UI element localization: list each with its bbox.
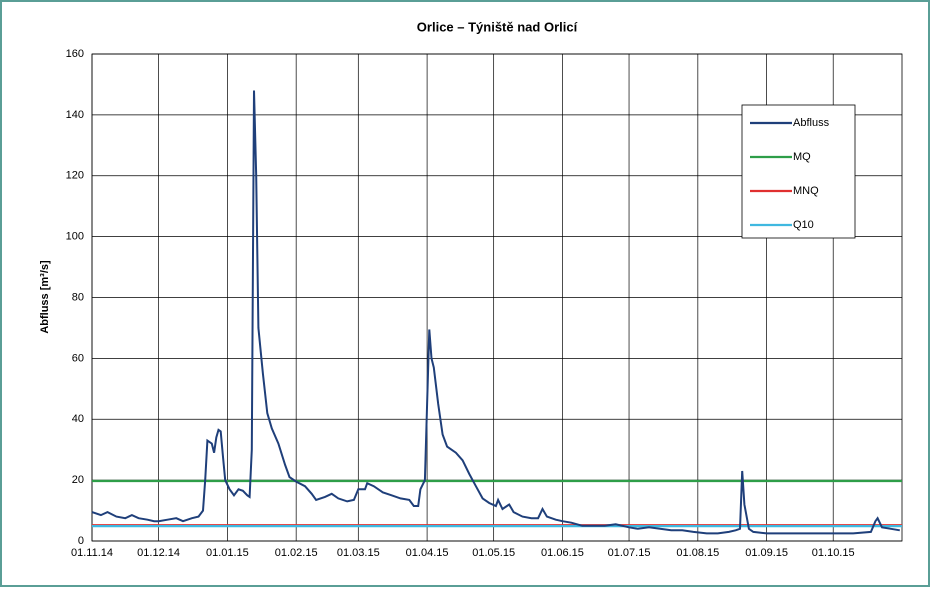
- x-tick-label: 01.03.15: [337, 547, 380, 559]
- legend-label: Abfluss: [793, 117, 830, 129]
- y-tick-label: 20: [72, 474, 84, 486]
- y-tick-label: 40: [72, 413, 84, 425]
- x-tick-label: 01.07.15: [608, 547, 651, 559]
- y-tick-label: 80: [72, 291, 84, 303]
- legend-box: [741, 104, 856, 239]
- legend-label: MNQ: [793, 185, 819, 197]
- x-tick-label: 01.09.15: [745, 547, 788, 559]
- x-tick-label: 01.11.14: [71, 547, 113, 559]
- x-tick-label: 01.04.15: [406, 547, 449, 559]
- x-tick-label: 01.02.15: [275, 547, 318, 559]
- x-tick-label: 01.05.15: [472, 547, 515, 559]
- x-tick-label: 01.08.15: [676, 547, 719, 559]
- chart-title: Orlice – Týniště nad Orlicí: [417, 19, 578, 34]
- x-tick-label: 01.10.15: [812, 547, 855, 559]
- y-tick-label: 0: [78, 535, 84, 547]
- y-tick-label: 140: [66, 109, 84, 121]
- y-tick-label: 120: [66, 170, 84, 182]
- legend-label: Q10: [793, 219, 814, 231]
- x-tick-label: 01.01.15: [206, 547, 249, 559]
- y-axis-label: Abfluss [m³/s]: [39, 260, 51, 334]
- y-tick-label: 100: [66, 231, 84, 243]
- y-tick-label: 160: [66, 48, 84, 60]
- legend-label: MQ: [793, 151, 811, 163]
- y-tick-label: 60: [72, 352, 84, 364]
- x-tick-label: 01.12.14: [137, 547, 180, 559]
- x-tick-label: 01.06.15: [541, 547, 584, 559]
- series-line: [91, 90, 900, 535]
